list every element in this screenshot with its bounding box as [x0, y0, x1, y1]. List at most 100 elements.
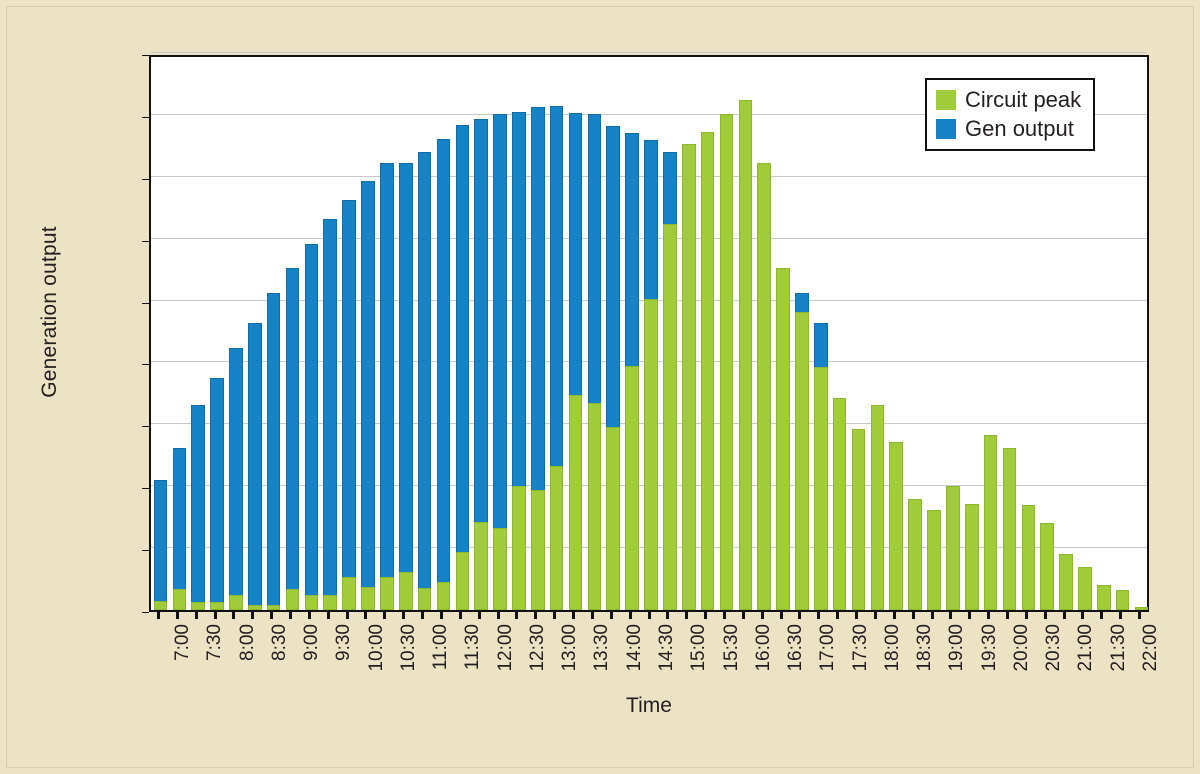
bar-circuit-peak — [1115, 589, 1130, 610]
x-axis-tick — [213, 612, 217, 619]
bar-gen-output — [191, 404, 205, 610]
x-axis-tick — [741, 612, 745, 619]
x-axis-tick-label: 8:30 — [268, 624, 290, 661]
bar-circuit-peak — [625, 365, 639, 610]
chart-legend: Circuit peak Gen output — [925, 78, 1096, 151]
x-axis-tick-label: 11:30 — [462, 624, 484, 671]
bar-circuit-peak — [493, 527, 507, 610]
bar-gen-output — [247, 322, 262, 610]
x-axis-tick-label: 19:00 — [946, 624, 968, 672]
x-axis-tick-label: 12:00 — [494, 624, 516, 672]
x-axis-tick — [194, 612, 198, 619]
x-axis-tick-label: 20:30 — [1043, 624, 1065, 672]
bar-circuit-peak — [1040, 523, 1054, 610]
bar-circuit-peak — [304, 594, 319, 610]
bar-gen-output — [172, 447, 187, 610]
bar-circuit-peak — [323, 595, 338, 610]
legend-swatch-gen-output — [936, 118, 956, 139]
x-axis-tick-label: 13:00 — [559, 624, 581, 672]
bar-gen-output — [342, 200, 356, 610]
x-axis-tick — [647, 612, 651, 619]
x-axis-tick — [553, 612, 557, 619]
bar-circuit-peak — [908, 498, 922, 610]
bar-gen-output — [210, 377, 224, 610]
x-axis-tick-label: 17:30 — [849, 624, 871, 672]
x-axis-tick — [666, 612, 670, 619]
bar-circuit-peak — [210, 601, 224, 610]
bar-gen-output — [153, 480, 168, 610]
x-axis-tick — [798, 612, 802, 619]
legend-item-gen-output: Gen output — [936, 114, 1081, 143]
bar-circuit-peak — [606, 427, 621, 610]
bar-circuit-peak — [587, 402, 602, 610]
x-axis-tick — [1043, 612, 1047, 619]
legend-label-circuit-peak: Circuit peak — [965, 86, 1082, 112]
x-axis-tick — [685, 612, 689, 619]
bar-circuit-peak — [247, 605, 262, 610]
x-axis-tick-label: 10:00 — [365, 624, 387, 672]
x-axis-tick — [458, 612, 462, 619]
x-axis-tick — [383, 612, 387, 619]
x-axis-tick — [930, 612, 934, 619]
x-axis-tick-label: 18:00 — [881, 624, 903, 672]
x-axis-tick-label: 14:00 — [623, 624, 645, 672]
x-axis-tick — [855, 612, 859, 619]
x-axis-tick — [439, 612, 443, 619]
x-axis-tick-label: 18:30 — [914, 624, 936, 672]
x-axis-tick — [590, 612, 594, 619]
bar-circuit-peak — [927, 510, 941, 610]
x-axis-tick-label: 10:30 — [397, 624, 419, 672]
x-axis-tick — [345, 612, 349, 619]
bar-circuit-peak — [153, 600, 168, 610]
x-axis-tick — [873, 612, 877, 619]
bar-gen-output — [304, 243, 319, 610]
bar-circuit-peak — [531, 489, 545, 610]
bar-circuit-peak — [832, 398, 847, 610]
x-axis-tick — [156, 612, 160, 619]
x-axis-tick-label: 12:30 — [526, 624, 548, 672]
legend-swatch-circuit-peak — [936, 89, 956, 110]
bar-circuit-peak — [814, 366, 828, 610]
x-axis-tick — [817, 612, 821, 619]
x-axis-tick — [421, 612, 425, 619]
x-axis-tick — [1119, 612, 1123, 619]
x-axis-tick — [722, 612, 726, 619]
bar-circuit-peak — [342, 577, 356, 610]
bar-circuit-peak — [512, 486, 526, 610]
bar-circuit-peak — [663, 224, 677, 610]
x-axis-tick-label: 20:00 — [1010, 624, 1032, 672]
x-axis-tick — [251, 612, 255, 619]
x-axis-tick-label: 13:30 — [591, 624, 613, 672]
bar-circuit-peak — [1097, 585, 1111, 610]
bar-gen-output — [380, 163, 394, 610]
bar-gen-output — [417, 152, 432, 610]
bar-circuit-peak — [436, 582, 451, 610]
x-axis-tick — [704, 612, 708, 619]
bar-circuit-peak — [946, 485, 960, 610]
bar-gen-output — [436, 139, 451, 610]
x-axis-ticks — [149, 612, 1149, 620]
x-axis-tick — [307, 612, 311, 619]
x-axis-tick-label: 14:30 — [656, 624, 677, 672]
x-axis-tick-label: 21:00 — [1075, 624, 1097, 672]
bar-circuit-peak — [172, 588, 187, 610]
bar-circuit-peak — [285, 588, 300, 610]
x-axis-tick — [175, 612, 179, 619]
x-axis-tick-label: 22:00 — [1139, 624, 1161, 672]
x-axis-tick — [402, 612, 406, 619]
x-axis-tick — [628, 612, 632, 619]
x-axis-tick — [1062, 612, 1066, 619]
bar-circuit-peak — [964, 504, 979, 610]
bar-circuit-peak — [1059, 554, 1073, 610]
x-axis-tick-label: 19:30 — [978, 624, 1000, 672]
x-axis-tick — [1024, 612, 1028, 619]
x-axis-tick — [496, 612, 500, 619]
bar-circuit-peak — [719, 114, 734, 610]
bar-circuit-peak — [568, 395, 583, 610]
x-axis-tick — [760, 612, 764, 619]
bar-circuit-peak — [889, 442, 904, 610]
x-axis-tick — [836, 612, 840, 619]
bar-circuit-peak — [191, 601, 205, 610]
x-axis-tick-label: 16:00 — [752, 624, 774, 672]
